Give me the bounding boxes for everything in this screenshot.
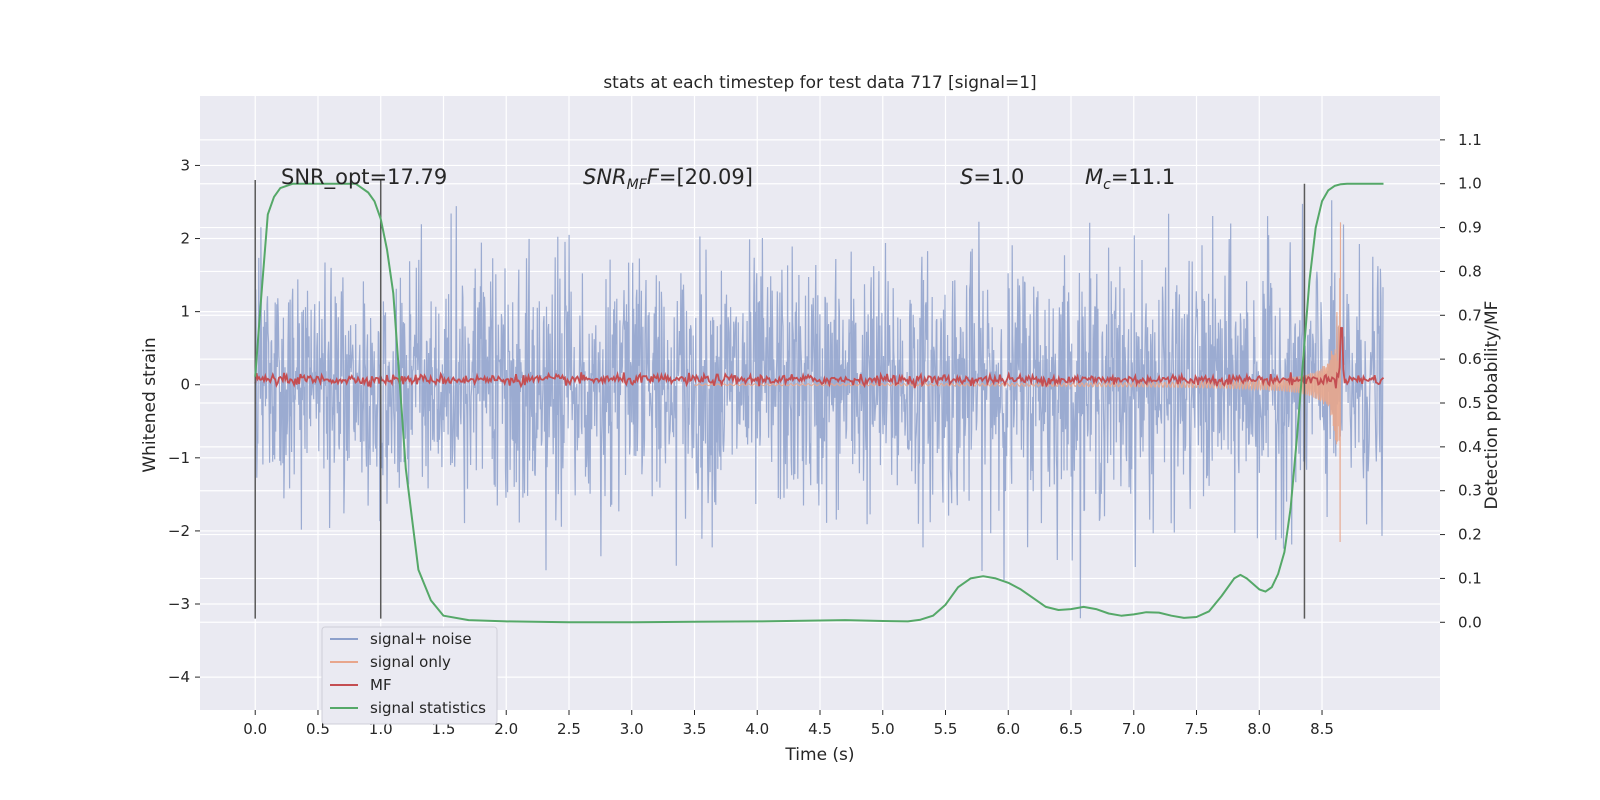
x-tick-label-11: 5.5 — [934, 720, 958, 738]
y2-tick-label-0: 0.0 — [1458, 613, 1482, 631]
series-signal-only — [694, 222, 1342, 543]
x-tick-label-10: 5.0 — [871, 720, 895, 738]
x-tick-label-8: 4.0 — [745, 720, 769, 738]
y2-axis-label: Detection probability/MF — [1482, 301, 1502, 510]
series-signal-statistics — [254, 182, 1384, 624]
y-tick-label-5: 1 — [180, 303, 190, 321]
series-path-mf — [254, 327, 1385, 389]
annotation-snr-mf: SNRMFF=[20.09] — [583, 165, 753, 193]
legend-label-signal-noise: signal+ noise — [370, 630, 472, 648]
y2-tick-label-2: 0.2 — [1458, 526, 1482, 544]
y2-tick-label-1: 0.1 — [1458, 569, 1482, 587]
vertical-markers — [254, 180, 1306, 619]
tick-labels: 0.0 0.5 1.0 1.5 2.0 2.5 3.0 3.5 4.0 4.5 5.0 5.5 6.0 6… — [168, 131, 1482, 738]
y2-tick-label-8: 0.8 — [1458, 262, 1482, 280]
chart-title: stats at each timestep for test data 717… — [603, 73, 1036, 93]
y2-tick-label-9: 0.9 — [1458, 219, 1482, 237]
legend-label-signal-statistics: signal statistics — [370, 699, 486, 717]
annotation-s: S=1.0 — [960, 165, 1024, 189]
x-tick-label-9: 4.5 — [808, 720, 832, 738]
x-tick-label-17: 8.5 — [1310, 720, 1334, 738]
x-tick-label-6: 3.0 — [620, 720, 644, 738]
annotation-mc: Mc=11.1 — [1085, 165, 1175, 193]
y-axis-label: Whitened strain — [140, 337, 160, 472]
x-tick-label-0: 0.0 — [243, 720, 267, 738]
x-tick-label-15: 7.5 — [1185, 720, 1209, 738]
y2-tick-label-7: 0.7 — [1458, 306, 1482, 324]
series-path-signal-noise — [254, 200, 1384, 619]
y-tick-label-1: −3 — [168, 595, 190, 613]
x-tick-label-16: 8.0 — [1247, 720, 1271, 738]
series-signal-noise — [254, 200, 1384, 619]
x-tick-label-4: 2.0 — [494, 720, 518, 738]
x-tick-label-14: 7.0 — [1122, 720, 1146, 738]
y-tick-label-3: −1 — [168, 449, 190, 467]
y-tick-label-4: 0 — [180, 376, 190, 394]
y2-tick-label-10: 1.0 — [1458, 175, 1482, 193]
y2-tick-label-11: 1.1 — [1458, 131, 1482, 149]
x-tick-label-12: 6.0 — [996, 720, 1020, 738]
series-mf — [254, 327, 1385, 389]
series-path-signal-statistics — [254, 182, 1384, 624]
x-tick-label-1: 0.5 — [306, 720, 330, 738]
series-path-signal-only — [694, 222, 1342, 543]
x-axis-label: Time (s) — [784, 745, 854, 765]
legend-label-signal-only: signal only — [370, 653, 451, 671]
legend-label-mf: MF — [370, 676, 392, 694]
x-tick-label-13: 6.5 — [1059, 720, 1083, 738]
y2-tick-label-5: 0.5 — [1458, 394, 1482, 412]
y-tick-label-2: −2 — [168, 522, 190, 540]
y-tick-label-0: −4 — [168, 668, 190, 686]
y-tick-label-7: 3 — [180, 156, 190, 174]
y2-tick-label-4: 0.4 — [1458, 438, 1482, 456]
y2-tick-label-3: 0.3 — [1458, 482, 1482, 500]
annotation-snr-opt: SNR_opt=17.79 — [281, 165, 447, 190]
x-tick-label-5: 2.5 — [557, 720, 581, 738]
y-tick-label-6: 2 — [180, 230, 190, 248]
y2-tick-label-6: 0.6 — [1458, 350, 1482, 368]
legend-box — [321, 626, 498, 725]
x-tick-label-7: 3.5 — [683, 720, 707, 738]
legend: signal+ noise signal only MF signal stat… — [321, 626, 498, 725]
